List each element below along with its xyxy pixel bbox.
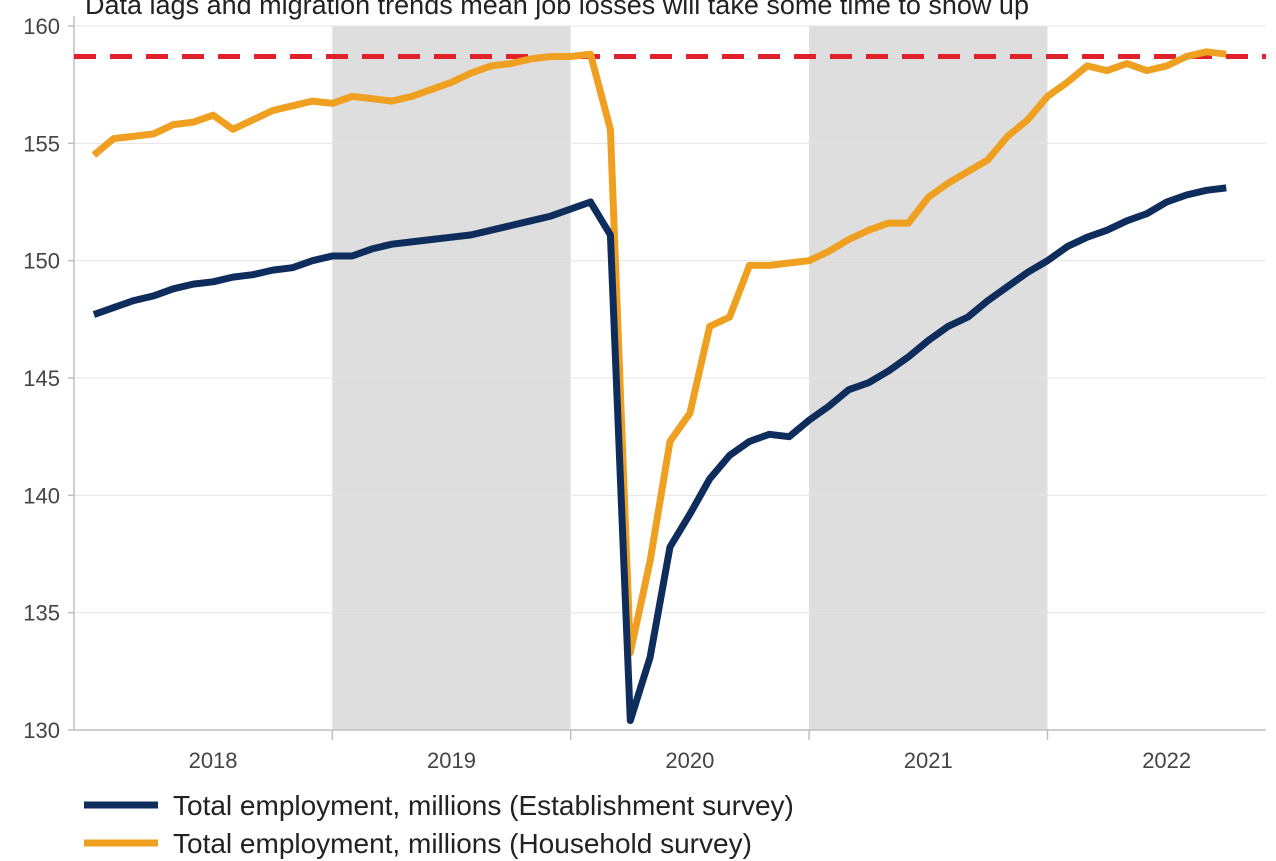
legend: Total employment, millions (Establishmen…: [84, 790, 794, 859]
axes: [68, 16, 1266, 740]
x-tick-label: 2022: [1142, 748, 1191, 773]
series-line-establishment: [92, 184, 1227, 725]
x-tick-label: 2019: [427, 748, 476, 773]
x-tick-label: 2021: [904, 748, 953, 773]
x-tick-label: 2020: [665, 748, 714, 773]
series-lines: [91, 48, 1227, 725]
legend-label: Total employment, millions (Household su…: [173, 828, 752, 859]
y-tick-label: 135: [23, 601, 60, 626]
y-tick-label: 155: [23, 131, 60, 156]
y-tick-label: 145: [23, 366, 60, 391]
x-tick-labels: 2018 2019 2020 2021 2022: [189, 748, 1192, 773]
y-tick-label: 150: [23, 249, 60, 274]
x-tick-label: 2018: [189, 748, 238, 773]
grid-lines: [74, 25, 1266, 614]
y-tick-label: 130: [23, 718, 60, 743]
series-line-household: [91, 48, 1227, 657]
y-tick-label: 140: [23, 483, 60, 508]
y-tick-label: 160: [23, 14, 60, 39]
chart-title: Data lags and migration trends mean job …: [85, 0, 1029, 20]
legend-label: Total employment, millions (Establishmen…: [173, 790, 794, 821]
y-tick-labels: 130 135 140 145 150 155 160: [23, 14, 60, 743]
